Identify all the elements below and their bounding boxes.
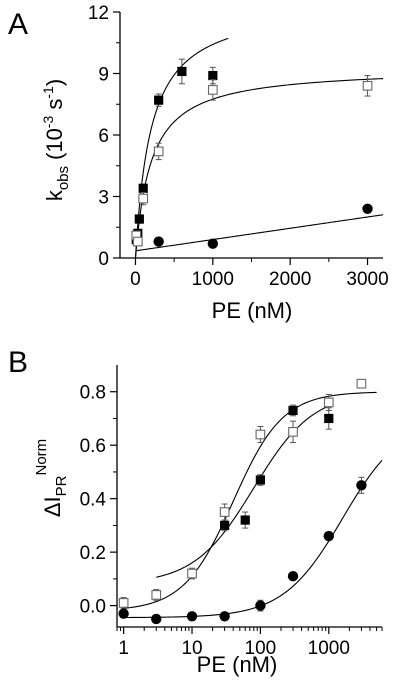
panel-a-y-label-exp: -3: [40, 116, 56, 129]
panel-a-data-point: [208, 70, 218, 81]
panel-a-data-point: [132, 236, 143, 247]
panel-b-data-point: [324, 413, 334, 424]
panel-b-fit-curve-3: [120, 460, 383, 619]
panel-b-label: B: [8, 346, 28, 379]
panel-a-x-tick-label: 0: [130, 269, 141, 290]
panel-a-data-point: [138, 183, 148, 193]
panel-a-data-point: [362, 80, 373, 91]
panel-a-x-tick-label: 1000: [192, 269, 234, 290]
panel-b-y-label-sup: Norm: [33, 439, 50, 476]
panel-b-plot-area: 1 10 100 1000 0.0 0.2 0.4 0.6 0.8: [80, 365, 383, 659]
panel-a: A 0 1000 2000 3000 0 3 6 9 12 PE (nM) kobs (10-3 …: [8, 3, 389, 323]
panel-a-y-tick-label: 0: [98, 249, 109, 270]
panel-b-y-tick-label: 0.6: [80, 436, 106, 457]
panel-b-data-point: [240, 515, 250, 525]
panel-b-data-point: [219, 507, 230, 517]
panel-b-y-label-main: ΔI: [40, 496, 65, 517]
panel-b-data-point: [151, 590, 162, 600]
panel-b-y-tick-label: 0.4: [80, 490, 107, 511]
panel-b-data-point: [118, 598, 129, 608]
panel-b-x-tick-label: 10: [181, 638, 202, 659]
panel-a-y-tick-label: 9: [98, 65, 109, 86]
panel-b-data-point: [288, 405, 298, 416]
panel-a-data-point: [153, 146, 164, 157]
panel-a-y-label-unit-open: (10: [42, 128, 67, 160]
panel-b-data-point: [151, 613, 162, 625]
panel-b-x-tick-label: 1000: [308, 638, 350, 659]
panel-b-y-tick-label: 0.0: [80, 597, 106, 618]
panel-a-y-label-exp2: -1: [40, 86, 56, 99]
panel-b-data-point: [356, 378, 367, 389]
panel-a-data-point: [154, 95, 164, 105]
panel-b-data-point: [255, 600, 266, 611]
panel-b-y-tick-label: 0.8: [80, 383, 106, 404]
panel-a-x-axis-label: PE (nM): [212, 298, 293, 323]
panel-a-plot-area: 0 1000 2000 3000 0 3 6 9 12: [88, 3, 389, 290]
panel-a-y-tick-label: 12: [88, 3, 109, 24]
panel-a-label: A: [8, 8, 28, 41]
panel-a-data-point: [207, 85, 218, 95]
panel-b-x-axis-label: PE (nM): [197, 652, 278, 677]
panel-b-fit-curve-2: [123, 391, 377, 609]
panel-a-x-tick-label: 2000: [269, 269, 311, 290]
panel-b-data-point: [187, 568, 197, 579]
panel-a-data-point: [138, 193, 149, 204]
panel-b-data-point: [288, 426, 298, 437]
panel-a-data-point: [153, 236, 164, 247]
panel-a-fit-curve-2: [134, 78, 384, 259]
panel-b-fit-curve-1: [156, 405, 330, 578]
panel-a-y-tick-label: 6: [98, 126, 109, 147]
panel-a-y-label-unit-mid: s: [42, 99, 67, 116]
panel-b-data-point: [219, 611, 230, 622]
panel-a-data-point: [207, 238, 219, 249]
panel-b-data-point: [118, 608, 129, 619]
panel-a-x-tick-label: 3000: [346, 269, 388, 290]
panel-a-y-axis-label: kobs (10-3 s-1): [40, 79, 72, 201]
panel-b-y-tick-label: 0.2: [80, 543, 106, 564]
panel-b-x-tick-label: 100: [245, 638, 277, 659]
panel-b-data-point: [323, 530, 334, 542]
panel-b-data-point: [220, 520, 230, 531]
panel-b-data-point: [186, 611, 198, 622]
panel-a-data-point: [362, 203, 373, 214]
panel-b-data-point: [287, 571, 299, 582]
panel-a-data-point: [177, 66, 187, 77]
panel-b-x-tick-label: 1: [118, 638, 129, 659]
panel-a-y-label-sub: obs: [55, 166, 72, 190]
panel-b-y-axis-label: ΔIPRNorm: [33, 439, 70, 517]
panel-b-data-point: [255, 475, 265, 485]
panel-b-y-label-sub: PR: [53, 475, 70, 496]
panel-a-y-label-main: k: [42, 189, 67, 201]
panel-a-y-label-unit-close: ): [42, 79, 67, 86]
panel-a-fit-curve-3: [135, 214, 384, 252]
panel-b: B 1 10 100 1000 0.0 0.2 0.4 0.6 0.8 PE (nM) ΔIPR…: [8, 346, 383, 677]
panel-b-data-point: [356, 480, 367, 491]
panel-a-y-tick-label: 3: [98, 188, 109, 209]
panel-b-data-point: [323, 397, 334, 408]
panel-b-data-point: [255, 429, 266, 440]
